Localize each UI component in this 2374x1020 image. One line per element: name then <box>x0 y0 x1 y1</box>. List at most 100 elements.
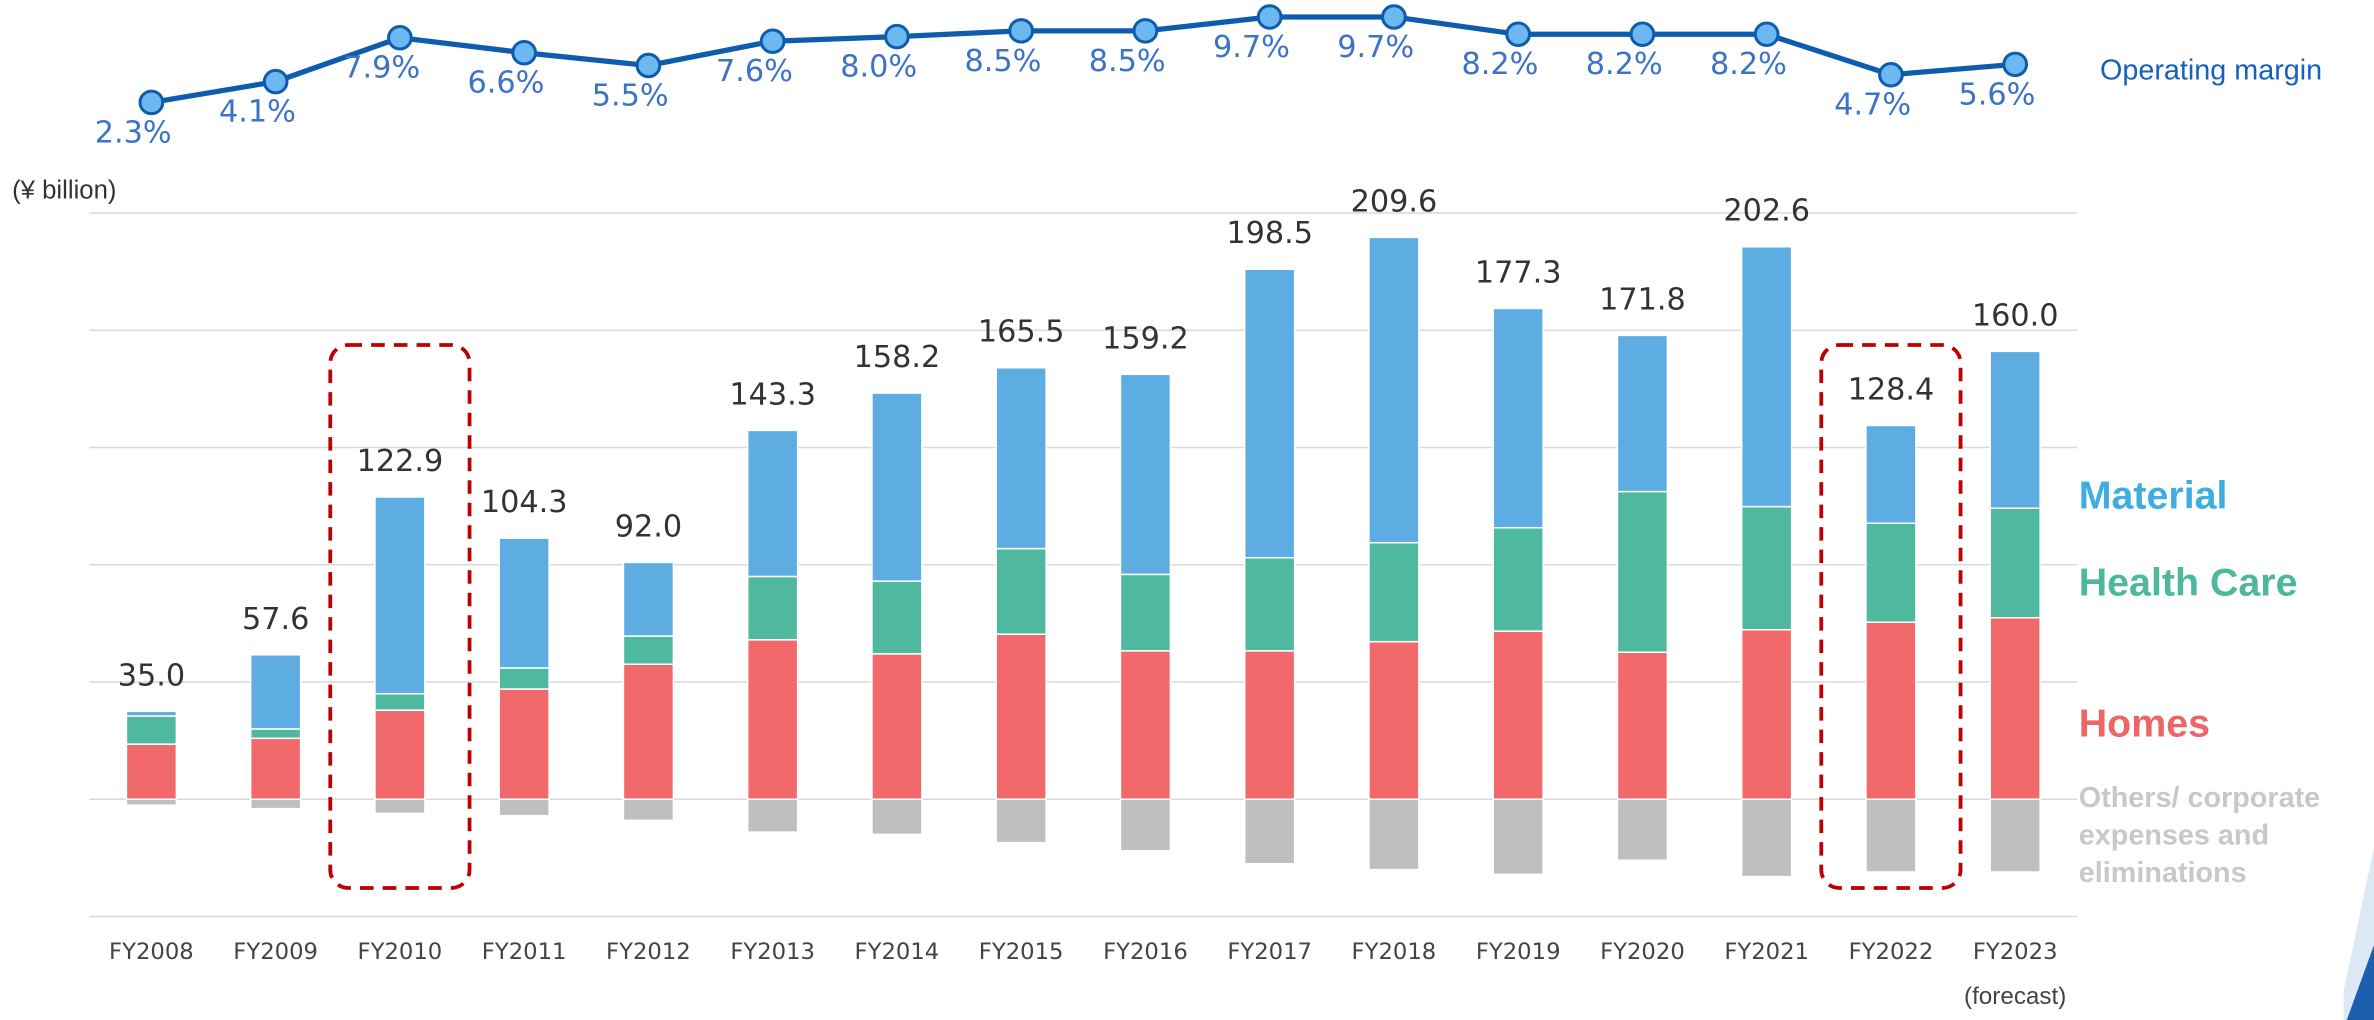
bar-segment <box>1243 556 1296 652</box>
total-label: 160.0 <box>1972 298 2059 333</box>
margin-marker <box>1381 4 1407 30</box>
bar-segment <box>1368 640 1420 801</box>
margin-label: 4.1% <box>219 95 296 130</box>
margin-label: 4.7% <box>1834 88 1911 123</box>
bar-segment <box>498 798 550 817</box>
margin-label: 9.7% <box>1213 30 1290 65</box>
bar-segment <box>1119 650 1172 800</box>
bar-segment <box>1492 630 1544 801</box>
margin-marker <box>884 23 910 50</box>
x-tick-label: FY2018 <box>1352 939 1437 965</box>
total-label: 171.8 <box>1599 282 1686 317</box>
total-label: 202.6 <box>1723 194 1810 229</box>
bar-segment <box>1989 798 2041 873</box>
legend-item: Others/ corporate expenses and eliminati… <box>2079 783 2320 890</box>
bar-segment <box>1119 798 1172 852</box>
bar-segment <box>622 635 675 665</box>
bar-segment <box>1989 350 2041 509</box>
margin-label: 7.9% <box>343 51 420 86</box>
total-label: 165.5 <box>978 315 1065 350</box>
bar-segment <box>1616 490 1669 653</box>
bar-segment <box>746 639 799 801</box>
margin-marker <box>759 28 786 54</box>
x-tick-label: FY2014 <box>855 939 940 965</box>
bar-segment <box>1492 526 1544 632</box>
margin-label: 8.2% <box>1462 47 1539 82</box>
bar-segment <box>374 692 426 711</box>
margin-label: 5.5% <box>592 79 669 114</box>
legend-label: Homes <box>2079 702 2210 745</box>
total-label: 122.9 <box>357 444 444 479</box>
bar-segment <box>746 429 799 578</box>
bar-segment <box>374 709 426 800</box>
margin-marker <box>635 52 662 79</box>
margin-label: 2.3% <box>95 116 172 151</box>
x-annotation: (forecast) <box>1964 983 2066 1010</box>
margin-label: 8.5% <box>965 44 1042 79</box>
margin-marker <box>387 25 413 51</box>
bar-segment <box>1740 628 1793 800</box>
bar-segment <box>871 392 923 582</box>
bar-segment <box>1616 798 1669 861</box>
bar-segment <box>1989 507 2041 619</box>
bar-segment <box>125 743 178 801</box>
bar-segment <box>249 728 302 740</box>
legend-label: Health Care <box>2079 561 2298 604</box>
legend-label: Material <box>2079 474 2228 517</box>
bar-segment <box>1492 307 1544 529</box>
bar-segment <box>1119 373 1172 576</box>
bar-segment <box>1243 268 1296 559</box>
x-tick-label: FY2015 <box>979 939 1064 965</box>
x-tick-label: FY2019 <box>1476 939 1561 965</box>
bar-segment <box>1989 616 2041 800</box>
x-tick-label: FY2008 <box>109 939 194 965</box>
bar-segment <box>622 663 675 801</box>
bar-segment <box>871 798 923 836</box>
total-label: 158.2 <box>854 340 941 375</box>
x-tick-label: FY2020 <box>1600 939 1685 965</box>
bar-segment <box>498 667 550 690</box>
x-tick-label: FY2017 <box>1227 939 1312 965</box>
margin-label: 8.5% <box>1089 44 1166 79</box>
bar-segment <box>1119 573 1172 652</box>
bar-segment <box>498 688 550 800</box>
margin-label: 8.2% <box>1586 47 1663 82</box>
bar-segment <box>1740 798 1793 878</box>
bar-segment <box>622 798 675 822</box>
x-tick-label: FY2022 <box>1849 939 1934 965</box>
x-tick-label: FY2010 <box>358 939 443 965</box>
bar-segment <box>746 575 799 641</box>
margin-marker <box>1878 61 1904 88</box>
x-tick-label: FY2021 <box>1724 939 1809 965</box>
bar-segment <box>374 496 426 695</box>
margin-marker <box>1008 18 1035 44</box>
bar-segment <box>1368 236 1420 544</box>
bar-segment <box>249 737 302 801</box>
margin-marker <box>2002 51 2029 78</box>
bar-segment <box>498 537 550 669</box>
bar-segment <box>995 633 1047 800</box>
total-label: 104.3 <box>481 485 568 520</box>
bar-segment <box>125 710 178 717</box>
x-tick-label: FY2009 <box>233 939 318 965</box>
bar-segment <box>622 561 675 637</box>
total-label: 92.0 <box>615 509 682 544</box>
total-label: 57.6 <box>242 602 309 637</box>
bar-segment <box>871 580 923 655</box>
bar-segment <box>1740 246 1793 508</box>
margin-marker <box>1132 18 1159 44</box>
total-label: 128.4 <box>1848 373 1935 408</box>
bar-segment <box>1740 505 1793 631</box>
bar-segment <box>995 367 1047 550</box>
margin-label: 6.6% <box>468 66 545 101</box>
total-label: 198.5 <box>1226 216 1313 251</box>
margin-marker <box>1256 4 1283 30</box>
bar-segment <box>249 798 302 810</box>
margin-label: 9.7% <box>1337 30 1414 65</box>
bar-segment <box>871 653 923 801</box>
bar-segment <box>1492 798 1544 876</box>
bar-segment <box>1368 541 1420 643</box>
bar-segment <box>1616 334 1669 493</box>
x-tick-label: FY2013 <box>730 939 815 965</box>
